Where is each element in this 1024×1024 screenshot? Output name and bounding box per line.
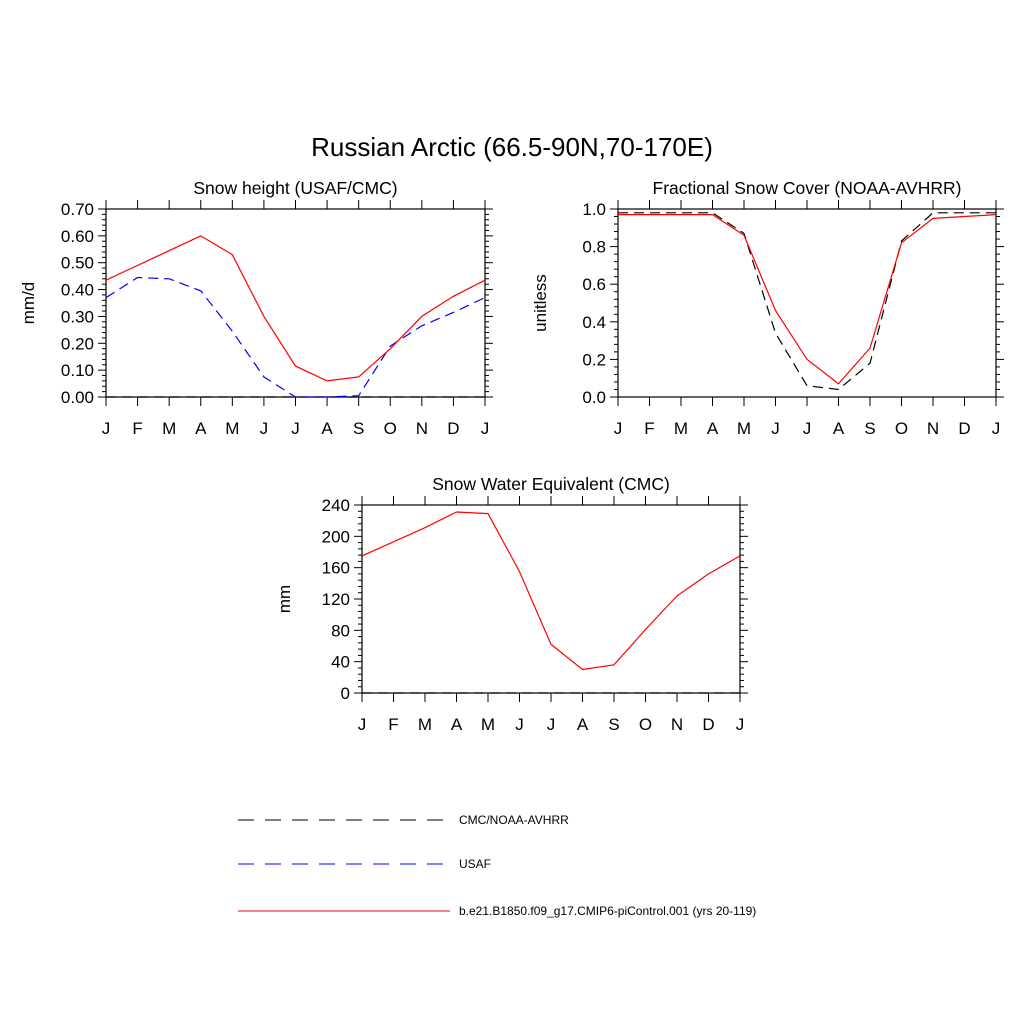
x-tick-label: A — [707, 419, 719, 438]
x-tick-label: S — [608, 715, 619, 734]
legend-label-1: USAF — [459, 857, 491, 871]
panel-snow-water-equivalent: Snow Water Equivalent (CMC)mmJ F M A M J J A S O N… — [275, 474, 748, 734]
y-tick-label: 0.40 — [61, 281, 94, 300]
legend: CMC/NOAA-AVHRR USAF b.e21.B1850.f09_g17.CM… — [238, 813, 756, 918]
x-tick-label: J — [102, 419, 111, 438]
x-tick-label: J — [358, 715, 367, 734]
x-tick-label: A — [195, 419, 207, 438]
x-tick-label: O — [639, 715, 652, 734]
y-axis-label: mm — [275, 585, 294, 613]
panel-fractional-snow-cover: Fractional Snow Cover (NOAA-AVHRR) unitle… — [531, 178, 1004, 438]
y-tick-label: 0.60 — [61, 227, 94, 246]
x-tick-label: J — [614, 419, 623, 438]
x-tick-label: O — [384, 419, 397, 438]
x-tick-label: J — [481, 419, 490, 438]
x-tick-label: A — [321, 419, 333, 438]
y-tick-label: 0.50 — [61, 254, 94, 273]
y-tick-label: 0.70 — [61, 200, 94, 219]
x-tick-label: A — [577, 715, 589, 734]
legend-label-0: CMC/NOAA-AVHRR — [459, 813, 569, 827]
y-tick-label: 240 — [322, 496, 350, 515]
x-tick-label: J — [260, 419, 269, 438]
legend-label-2: b.e21.B1850.f09_g17.CMIP6-piControl.001 … — [459, 904, 756, 918]
x-tick-label: M — [674, 419, 688, 438]
x-tick-label: J — [547, 715, 556, 734]
x-tick-label: N — [416, 419, 428, 438]
y-tick-label: 0.4 — [582, 313, 606, 332]
panel-snow-height: Snow height (USAF/CMC)mm/dJ F M A M J J A S O N D J0… — [19, 178, 493, 438]
x-tick-label: N — [671, 715, 683, 734]
page-title: Russian Arctic (66.5-90N,70-170E) — [311, 132, 713, 162]
y-tick-label: 0.0 — [582, 388, 606, 407]
x-tick-label: S — [353, 419, 364, 438]
y-tick-label: 120 — [322, 590, 350, 609]
chart-title: Snow Water Equivalent (CMC) — [432, 474, 670, 494]
y-tick-label: 0 — [341, 684, 350, 703]
x-tick-label: J — [803, 419, 812, 438]
x-tick-label: J — [515, 715, 524, 734]
x-tick-label: M — [162, 419, 176, 438]
y-axis-label: unitless — [531, 274, 550, 332]
y-tick-label: 200 — [322, 527, 350, 546]
series-line-2 — [105, 235, 486, 382]
plot-frame — [361, 504, 741, 694]
x-tick-label: O — [895, 419, 908, 438]
x-tick-label: F — [388, 715, 398, 734]
series-line-1 — [105, 276, 486, 398]
chart-title: Snow height (USAF/CMC) — [193, 178, 397, 198]
series-line-1 — [361, 511, 741, 671]
y-tick-label: 0.20 — [61, 334, 94, 353]
y-tick-label: 80 — [331, 621, 350, 640]
y-axis-label: mm/d — [19, 282, 38, 325]
x-tick-label: M — [225, 419, 239, 438]
series-line-1 — [618, 214, 997, 385]
x-tick-label: M — [481, 715, 495, 734]
plot-frame — [105, 208, 486, 398]
y-tick-label: 40 — [331, 653, 350, 672]
x-tick-label: J — [291, 419, 300, 438]
x-tick-label: J — [771, 419, 780, 438]
y-tick-label: 0.8 — [582, 238, 606, 257]
x-tick-label: N — [927, 419, 939, 438]
chart-title: Fractional Snow Cover (NOAA-AVHRR) — [653, 178, 962, 198]
plot-frame — [617, 208, 997, 398]
y-tick-label: 0.00 — [61, 388, 94, 407]
x-tick-label: S — [864, 419, 875, 438]
y-tick-label: 0.6 — [582, 275, 606, 294]
y-tick-label: 0.30 — [61, 307, 94, 326]
x-tick-label: J — [992, 419, 1001, 438]
x-tick-label: M — [737, 419, 751, 438]
x-tick-label: A — [833, 419, 845, 438]
x-tick-label: M — [418, 715, 432, 734]
x-tick-label: D — [447, 419, 459, 438]
y-tick-label: 160 — [322, 559, 350, 578]
x-tick-label: J — [736, 715, 745, 734]
x-tick-label: F — [644, 419, 654, 438]
y-tick-label: 1.0 — [582, 200, 606, 219]
x-tick-label: D — [958, 419, 970, 438]
series-line-0 — [618, 212, 996, 391]
y-tick-label: 0.10 — [61, 361, 94, 380]
x-tick-label: A — [451, 715, 463, 734]
x-tick-label: F — [132, 419, 142, 438]
y-tick-label: 0.2 — [582, 350, 606, 369]
x-tick-label: D — [702, 715, 714, 734]
